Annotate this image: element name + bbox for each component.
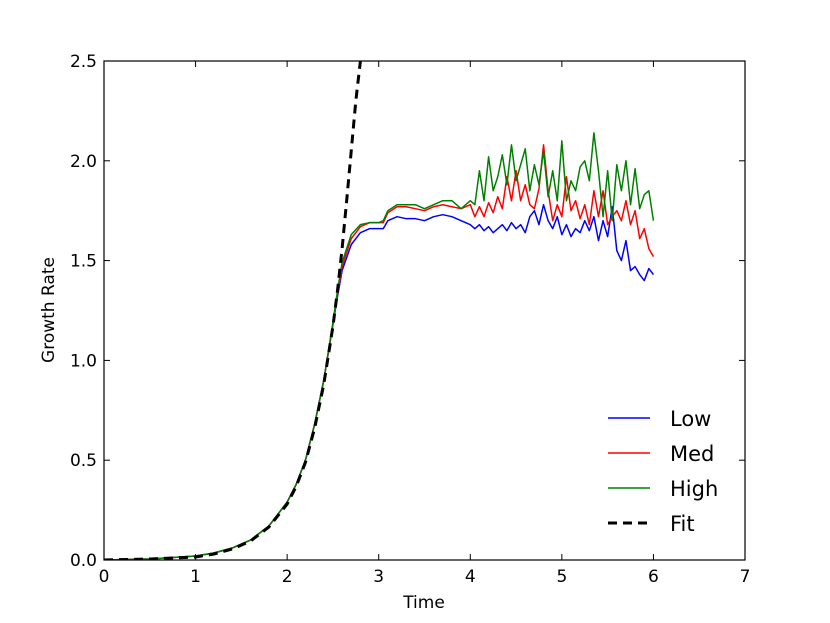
y-tick-label: 2.0 — [70, 152, 97, 172]
y-tick-label: 1.0 — [70, 351, 97, 371]
series-line-high — [104, 132, 655, 560]
x-tick-label: 4 — [465, 567, 476, 587]
x-axis-label: Time — [402, 593, 445, 613]
x-tick-label: 5 — [556, 567, 567, 587]
plot-frame — [103, 60, 746, 561]
legend-label-low: Low — [670, 407, 711, 431]
series-line-low — [104, 203, 655, 560]
x-tick-label: 7 — [740, 567, 751, 587]
series-line-med — [104, 144, 655, 560]
legend: Low Med High Fit — [608, 407, 718, 536]
x-tick-label: 0 — [99, 567, 110, 587]
legend-label-med: Med — [670, 442, 714, 466]
x-axis: 0 1 2 3 4 5 6 7 — [99, 61, 751, 587]
y-axis-label: Growth Rate — [39, 257, 59, 363]
y-axis: 0.0 0.5 1.0 1.5 2.0 2.5 — [70, 52, 745, 571]
legend-label-high: High — [670, 477, 718, 501]
x-tick-label: 1 — [190, 567, 201, 587]
x-tick-label: 2 — [282, 567, 293, 587]
y-tick-label: 0.5 — [70, 451, 97, 471]
series-line-fit — [104, 61, 362, 560]
y-tick-label: 2.5 — [70, 52, 97, 72]
x-tick-label: 6 — [648, 567, 659, 587]
y-tick-label: 0.0 — [70, 551, 97, 571]
x-tick-label: 3 — [373, 567, 384, 587]
plot-area — [104, 61, 655, 560]
legend-label-fit: Fit — [670, 512, 695, 536]
y-tick-label: 1.5 — [70, 252, 97, 272]
